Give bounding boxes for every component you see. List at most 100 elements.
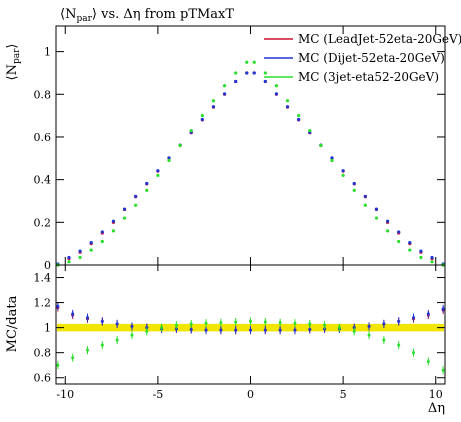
ratio-point-threejet (219, 321, 223, 325)
main-point-dijet (145, 181, 149, 186)
main-ticks-group: 0 0.2 0.4 0.6 0.8 1 (34, 26, 445, 272)
main-point-dijet (167, 156, 171, 160)
ratio-point-threejet (71, 356, 75, 360)
ratio-y-tick-label: 1.4 (34, 272, 52, 285)
main-point-threejet (252, 60, 256, 64)
main-point-dijet (67, 255, 71, 260)
ratio-point-dijet (71, 312, 75, 316)
ratio-point-threejet (293, 321, 297, 325)
main-point-dijet (211, 105, 216, 109)
main-point-threejet (111, 229, 116, 233)
ratio-point-threejet (174, 323, 178, 327)
ratio-point-threejet (382, 338, 386, 342)
main-point-threejet (408, 248, 412, 252)
ratio-point-dijet (249, 328, 252, 332)
ratio-point-threejet (145, 329, 149, 333)
main-point-threejet (363, 203, 367, 207)
ratio-point-threejet (160, 326, 164, 330)
main-point-dijet (385, 219, 390, 223)
main-point-threejet (178, 143, 182, 148)
ratio-point-threejet (441, 368, 445, 372)
main-point-dijet (245, 71, 249, 75)
ratio-point-dijet (234, 328, 238, 332)
main-point-threejet (78, 255, 82, 260)
ratio-point-threejet (100, 343, 104, 347)
ratio-ticks-group: 0.6 0.8 1 1.2 1.4 -10 -5 0 5 10 (34, 265, 445, 401)
main-point-threejet (234, 71, 238, 75)
main-point-threejet (297, 114, 301, 118)
main-point-threejet (100, 239, 104, 244)
ratio-point-threejet (323, 323, 327, 327)
ratio-point-dijet (130, 324, 134, 328)
ratio-y-tick-label: 1.2 (34, 297, 52, 310)
ratio-point-threejet (204, 321, 208, 325)
main-point-dijet (330, 156, 334, 160)
ratio-point-dijet (367, 324, 371, 328)
ratio-point-dijet (426, 312, 430, 316)
main-point-dijet (363, 194, 367, 198)
ratio-point-threejet (189, 322, 193, 326)
main-point-threejet (319, 143, 323, 148)
main-point-dijet (78, 249, 82, 253)
main-series-group (56, 60, 445, 267)
ratio-y-tick-label: 1 (44, 322, 51, 335)
x-tick-label: 5 (340, 388, 347, 401)
ratio-point-dijet (100, 319, 104, 323)
main-point-dijet (430, 255, 434, 260)
ratio-point-dijet (308, 328, 312, 332)
ratio-y-tick-label: 0.8 (34, 347, 52, 360)
main-point-threejet (308, 128, 312, 133)
main-point-dijet (156, 169, 160, 173)
ratio-point-threejet (367, 333, 371, 337)
main-point-dijet (374, 207, 379, 211)
ratio-point-threejet (249, 319, 252, 323)
ratio-point-dijet (278, 328, 282, 332)
main-point-dijet (111, 219, 116, 223)
ratio-point-threejet (337, 326, 341, 330)
ratio-point-dijet (293, 328, 297, 332)
main-point-dijet (222, 92, 227, 96)
main-point-threejet (89, 248, 93, 252)
ratio-point-dijet (56, 304, 60, 308)
x-tick-label: -10 (56, 388, 74, 401)
ratio-point-threejet (85, 348, 89, 352)
ratio-point-threejet (397, 343, 401, 347)
main-point-threejet (341, 173, 345, 177)
main-point-threejet (222, 84, 227, 88)
ratio-y-axis-label: MC/data (5, 295, 20, 352)
main-point-dijet (122, 207, 127, 211)
main-point-dijet (234, 79, 238, 84)
ratio-point-threejet (130, 333, 134, 337)
main-point-threejet (145, 188, 149, 192)
main-point-threejet (200, 114, 204, 118)
ratio-point-dijet (219, 328, 223, 332)
ratio-point-threejet (234, 320, 238, 324)
x-tick-label: 0 (247, 388, 254, 401)
main-point-dijet (200, 117, 204, 122)
main-point-threejet (167, 158, 171, 163)
main-point-threejet (189, 128, 193, 133)
main-y-tick-label: 0.8 (34, 88, 52, 101)
ratio-point-threejet (412, 351, 416, 355)
main-point-threejet (385, 229, 390, 233)
main-point-dijet (100, 230, 104, 234)
main-point-threejet (397, 239, 401, 244)
ratio-point-dijet (85, 316, 89, 320)
ratio-point-dijet (263, 328, 267, 332)
ratio-point-threejet (263, 320, 267, 324)
chart-title: ⟨Npar⟩ vs. Δη from pTMaxT (60, 7, 234, 24)
ratio-point-dijet (382, 322, 386, 326)
main-y-tick-label: 0.4 (34, 174, 52, 187)
main-point-dijet (263, 79, 267, 84)
legend: MC (LeadJet-52eta-20GeV) MC (Dijet-52eta… (264, 32, 461, 84)
ratio-point-threejet (308, 322, 312, 326)
main-point-threejet (263, 71, 267, 75)
main-point-dijet (352, 181, 356, 186)
main-point-threejet (419, 255, 423, 260)
main-y-tick-label: 1 (44, 46, 51, 59)
main-point-threejet (374, 216, 379, 220)
main-point-dijet (341, 169, 345, 173)
main-point-threejet (330, 158, 334, 163)
ratio-point-threejet (278, 321, 282, 325)
ratio-series-group (56, 302, 445, 375)
